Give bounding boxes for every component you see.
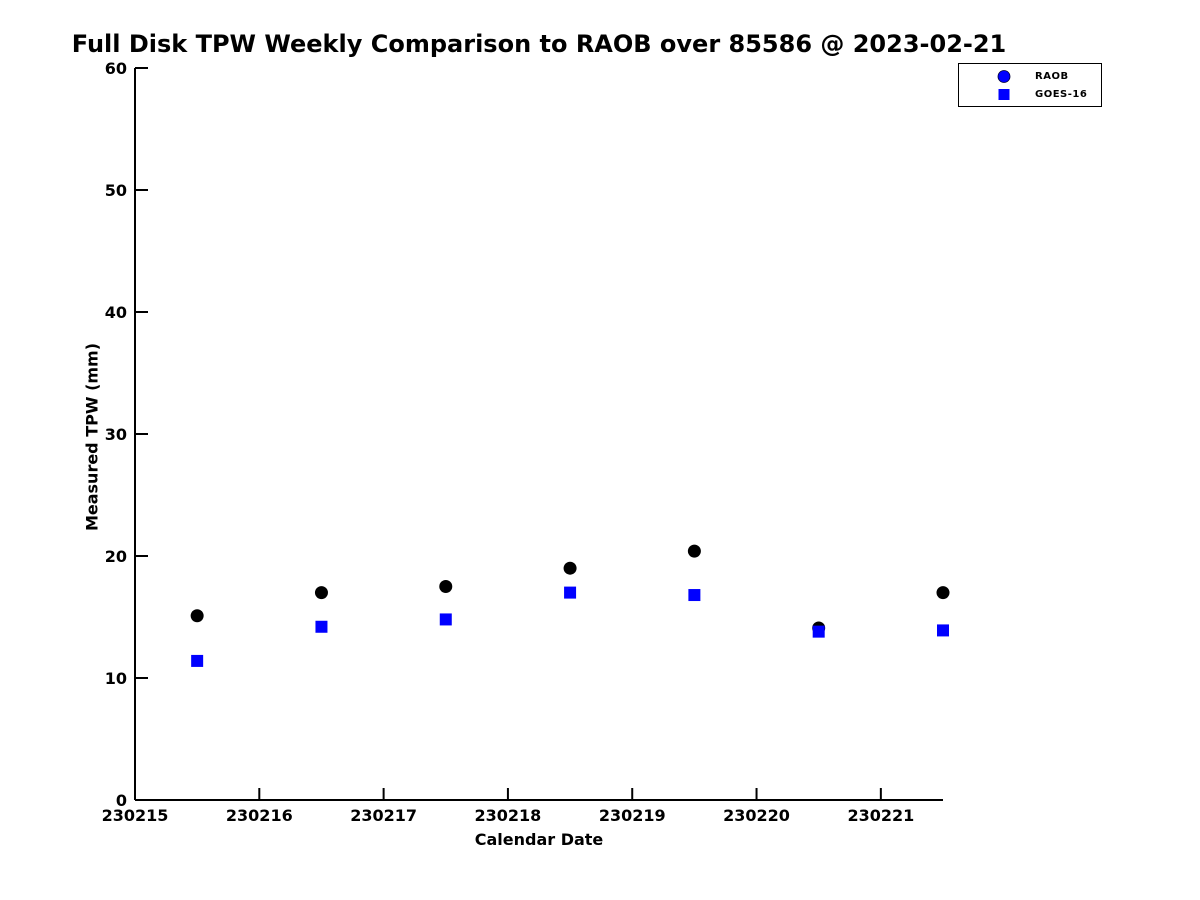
raob-marker xyxy=(190,609,204,623)
raob-circle-marker-icon xyxy=(997,69,1011,83)
x-tick-label: 230215 xyxy=(102,806,169,825)
y-tick-label: 40 xyxy=(105,303,127,322)
goes16-marker xyxy=(937,624,949,637)
x-tick-label: 230217 xyxy=(350,806,417,825)
y-tick-label: 10 xyxy=(105,669,127,688)
goes16-marker xyxy=(812,625,825,638)
raob-marker xyxy=(563,561,577,575)
legend-item-goes16: GOES-16 xyxy=(991,85,1101,103)
y-tick-label: 60 xyxy=(105,59,127,78)
legend-item-raob: RAOB xyxy=(991,67,1101,85)
goes16-marker xyxy=(439,613,452,626)
y-tick-label: 50 xyxy=(105,181,127,200)
x-tick-label: 230221 xyxy=(847,806,914,825)
x-axis-title: Calendar Date xyxy=(474,830,604,849)
legend-label-raob: RAOB xyxy=(1035,70,1069,82)
y-tick-label: 20 xyxy=(105,547,127,566)
legend-box: RAOB GOES-16 xyxy=(958,63,1102,107)
legend-label-goes16: GOES-16 xyxy=(1035,88,1088,100)
y-tick-label: 30 xyxy=(105,425,127,444)
raob-marker xyxy=(314,586,328,600)
goes16-marker xyxy=(688,589,701,602)
goes16-square-marker-icon xyxy=(998,88,1010,100)
x-tick-label: 230219 xyxy=(599,806,666,825)
raob-marker xyxy=(936,586,950,600)
goes16-marker xyxy=(315,620,328,633)
x-tick-label: 230216 xyxy=(226,806,293,825)
y-tick-label: 0 xyxy=(116,791,127,810)
x-tick-label: 230218 xyxy=(475,806,542,825)
x-tick-label: 230220 xyxy=(723,806,790,825)
raob-marker xyxy=(687,544,701,558)
y-axis-title: Measured TPW (mm) xyxy=(82,342,102,532)
goes16-marker xyxy=(564,586,577,599)
goes16-marker xyxy=(191,654,204,667)
raob-marker xyxy=(439,580,453,593)
chart-title: Full Disk TPW Weekly Comparison to RAOB … xyxy=(71,30,1007,58)
